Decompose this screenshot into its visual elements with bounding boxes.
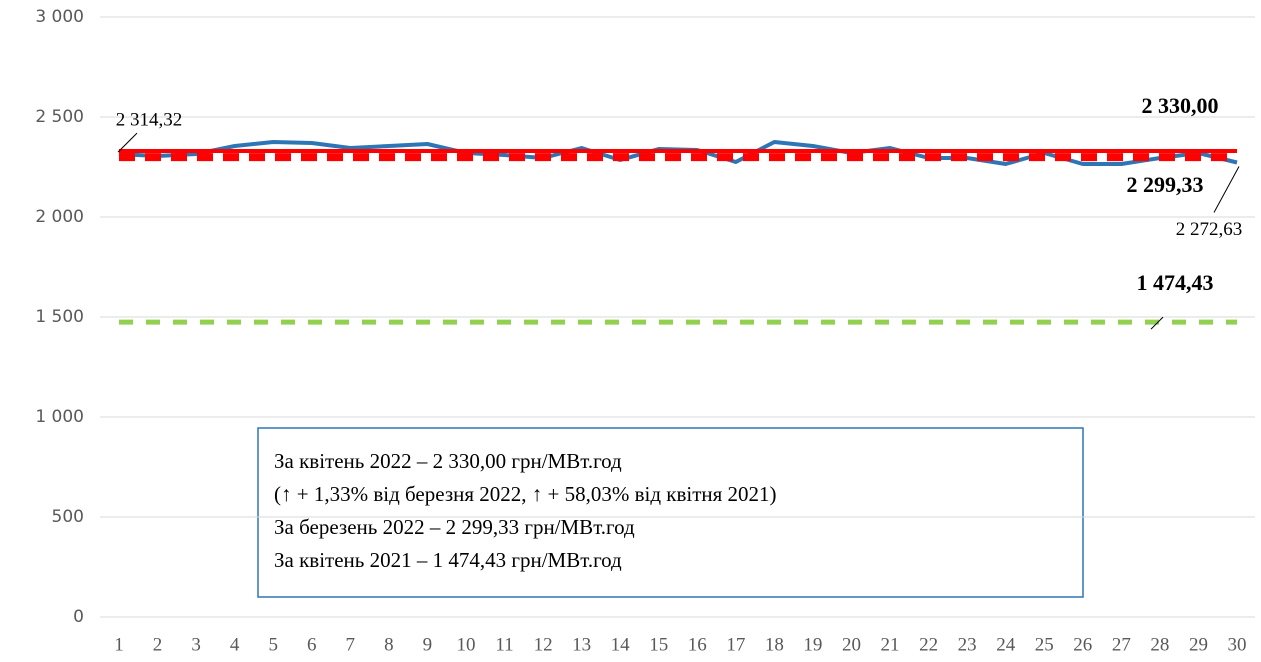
x-tick-label: 22 [919, 634, 938, 655]
data-label: 2 314,32 [116, 109, 183, 130]
x-tick-label: 28 [1150, 634, 1169, 655]
x-tick-label: 30 [1228, 634, 1247, 655]
x-tick-label: 24 [996, 634, 1016, 655]
y-tick-label: 0 [73, 607, 84, 627]
x-tick-label: 23 [958, 634, 977, 655]
x-tick-label: 6 [307, 634, 317, 655]
x-tick-label: 9 [423, 634, 433, 655]
annotation: За березень 2022 – 2 299,33 грн/МВт.год [274, 515, 635, 539]
x-tick-label: 19 [803, 634, 822, 655]
x-tick-label: 27 [1112, 634, 1131, 655]
x-tick-label: 12 [534, 634, 553, 655]
x-tick-label: 11 [495, 634, 513, 655]
data-label: 2 299,33 [1127, 172, 1204, 197]
x-tick-label: 21 [881, 634, 900, 655]
x-tick-label: 18 [765, 634, 784, 655]
x-tick-label: 10 [456, 634, 475, 655]
x-tick-label: 20 [842, 634, 861, 655]
leader-line [117, 132, 138, 153]
x-tick-label: 2 [153, 634, 163, 655]
y-tick-label: 3 000 [35, 7, 84, 27]
x-tick-label: 3 [191, 634, 201, 655]
y-tick-label: 2 500 [35, 107, 84, 127]
annotation-box [257, 427, 1084, 598]
x-tick-label: 29 [1189, 634, 1208, 655]
y-tick-label: 1 500 [35, 307, 84, 327]
x-tick-label: 14 [611, 634, 631, 655]
x-tick-label: 25 [1035, 634, 1054, 655]
x-tick-label: 13 [572, 634, 591, 655]
x-tick-label: 8 [384, 634, 394, 655]
leader-line [1213, 166, 1240, 213]
annotation: (↑ + 1,33% від березня 2022, ↑ + 58,03% … [274, 482, 777, 506]
x-tick-label: 16 [688, 634, 707, 655]
x-tick-label: 4 [230, 634, 240, 655]
x-tick-label: 1 [114, 634, 124, 655]
annotation: За квітень 2021 – 1 474,43 грн/МВт.год [274, 548, 622, 572]
data-label: 2 272,63 [1176, 219, 1243, 240]
y-tick-label: 500 [52, 507, 84, 527]
x-tick-label: 26 [1073, 634, 1092, 655]
leader-line [1150, 316, 1164, 330]
x-tick-label: 15 [649, 634, 668, 655]
x-tick-label: 17 [726, 634, 745, 655]
annotation: За квітень 2022 – 2 330,00 грн/МВт.год [274, 449, 622, 473]
data-label: 2 330,00 [1142, 93, 1219, 118]
y-tick-label: 2 000 [35, 207, 84, 227]
x-tick-label: 7 [346, 634, 356, 655]
y-tick-label: 1 000 [35, 407, 84, 427]
x-tick-label: 5 [268, 634, 278, 655]
data-label: 1 474,43 [1137, 270, 1214, 295]
